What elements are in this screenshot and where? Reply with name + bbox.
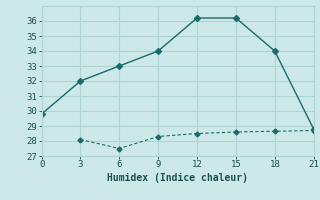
X-axis label: Humidex (Indice chaleur): Humidex (Indice chaleur) [107,173,248,183]
